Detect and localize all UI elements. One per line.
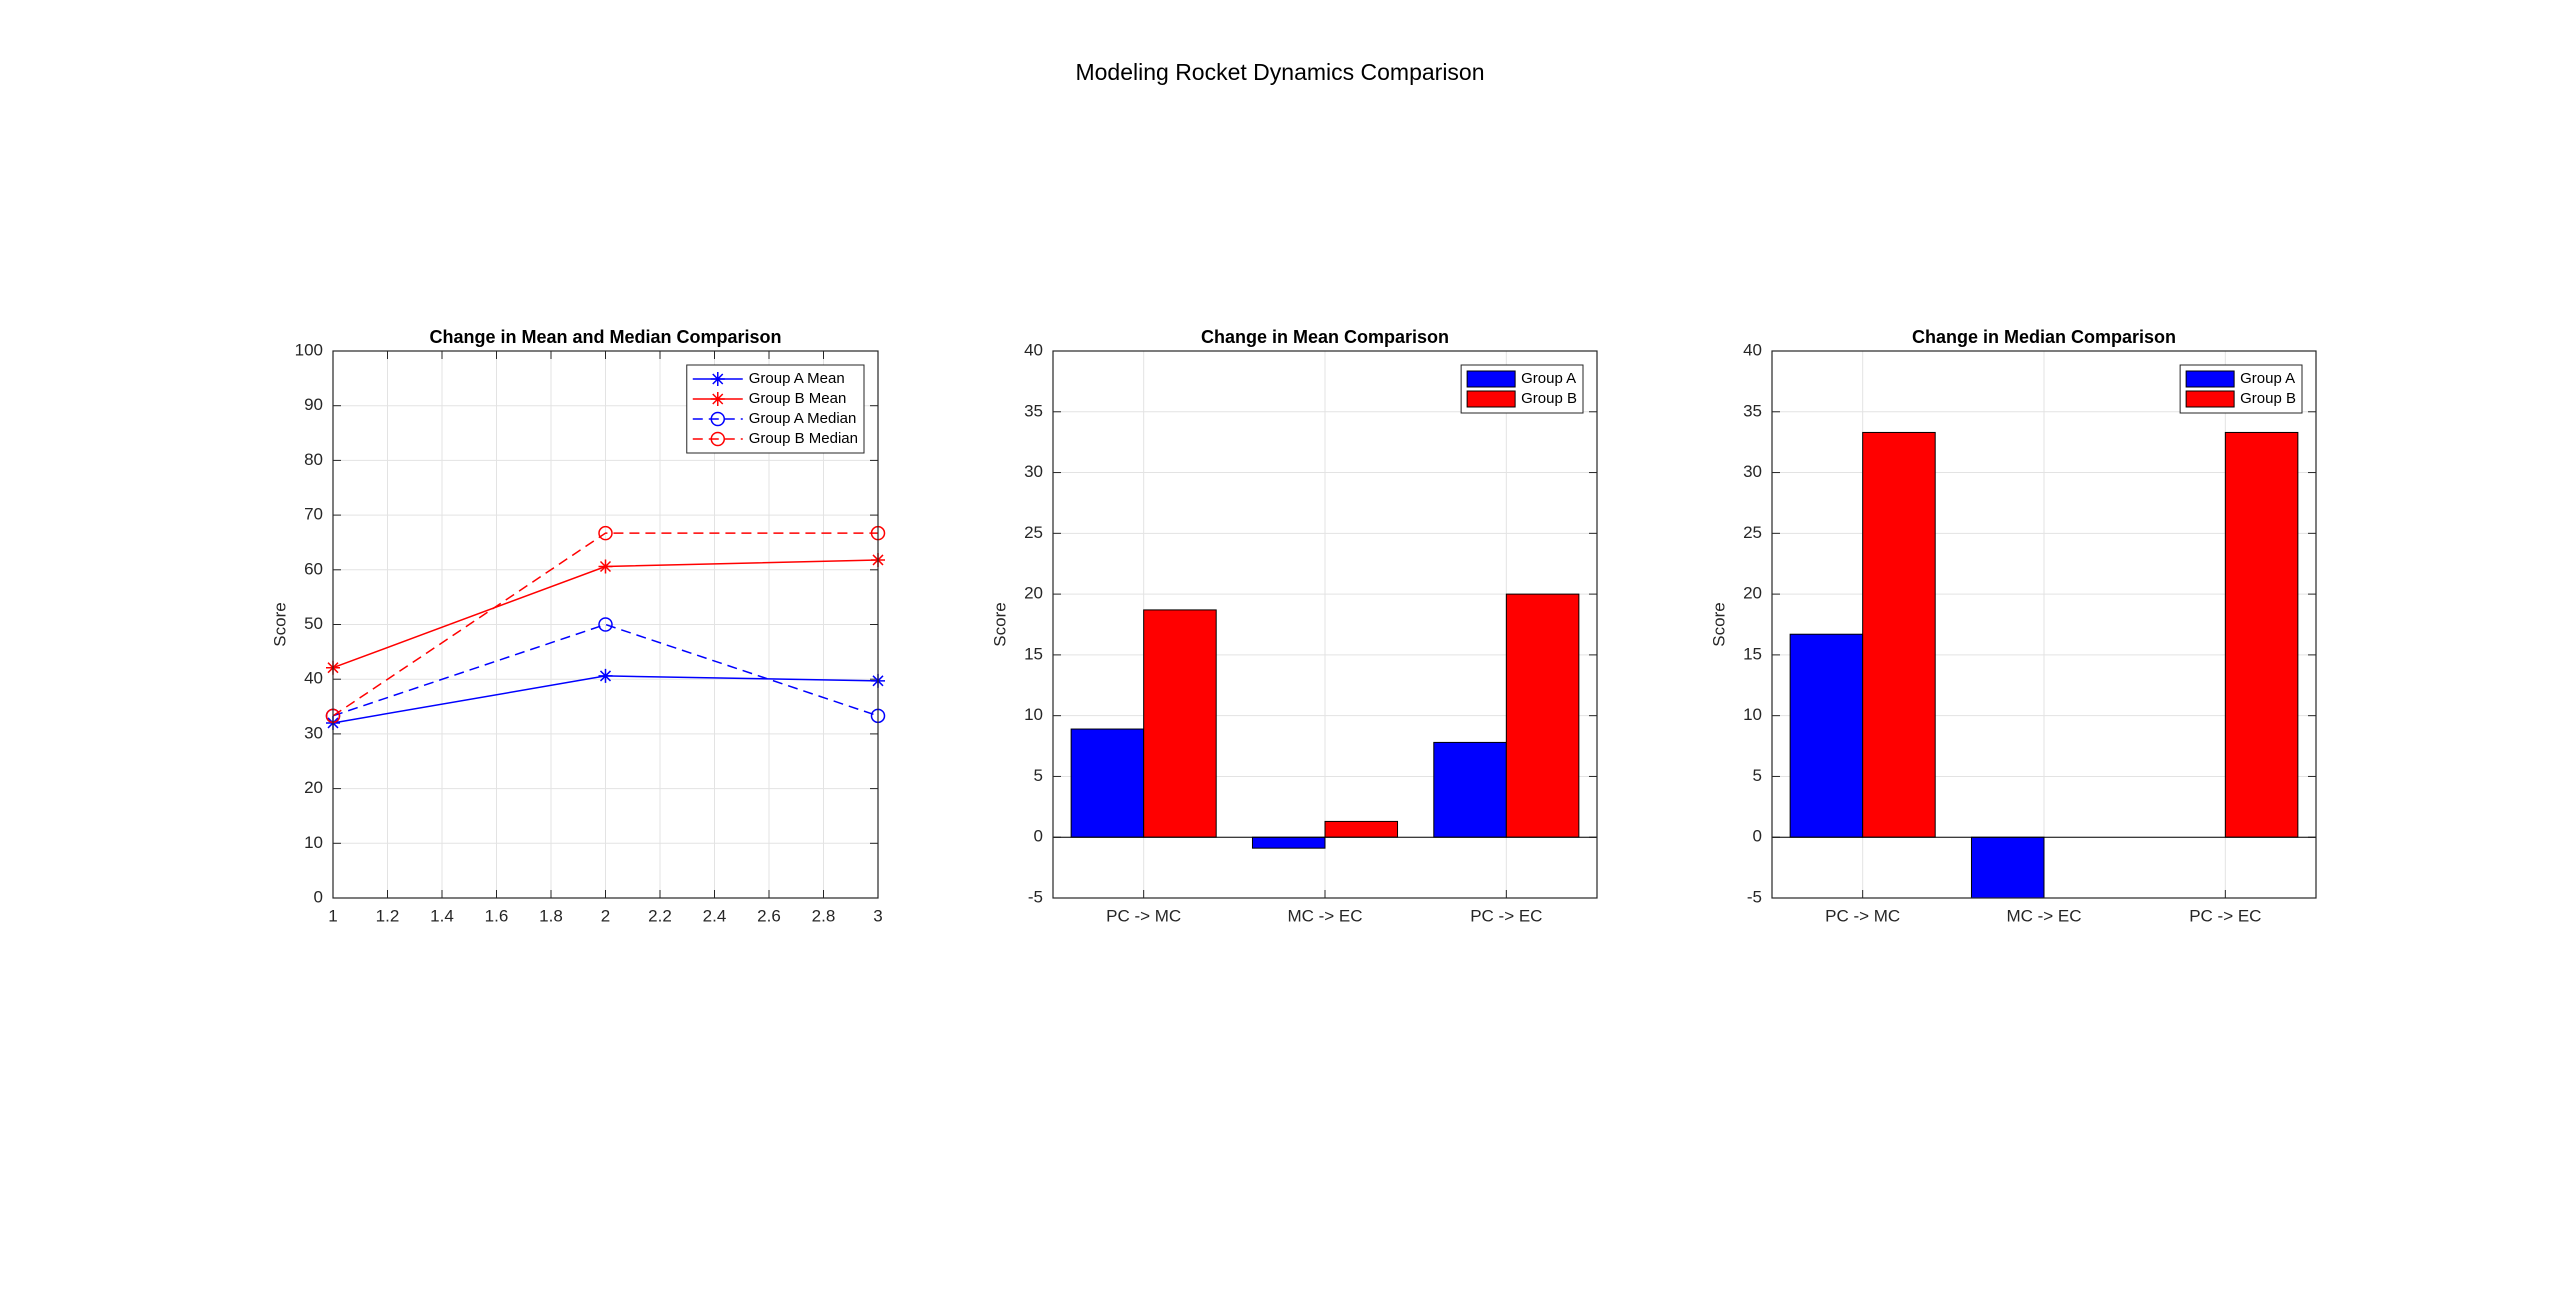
x-tick-label: PC -> EC xyxy=(2189,906,2261,925)
x-tick-label: 1 xyxy=(328,906,337,925)
axes-box xyxy=(332,350,879,899)
x-tick-label: 1.2 xyxy=(376,906,400,925)
legend-label: Group B xyxy=(2240,390,2296,407)
y-tick-label: 20 xyxy=(1743,584,1762,603)
bar xyxy=(1505,593,1580,838)
figure-title: Modeling Rocket Dynamics Comparison xyxy=(1075,59,1484,85)
y-tick-label: 10 xyxy=(1024,705,1043,724)
y-tick-label: 15 xyxy=(1743,644,1762,663)
x-tick-label: MC -> EC xyxy=(2006,906,2081,925)
marker xyxy=(598,668,613,683)
x-tick-label: 2.8 xyxy=(812,906,836,925)
legend-label: Group A Median xyxy=(749,410,857,427)
y-tick-label: 40 xyxy=(304,669,323,688)
bar xyxy=(1862,431,1936,838)
legend-label: Group B Median xyxy=(749,430,858,447)
bar xyxy=(1324,820,1399,838)
legend-swatch xyxy=(710,372,725,386)
y-tick-label: 70 xyxy=(304,505,323,524)
y-tick-label: 0 xyxy=(1034,827,1043,846)
bar xyxy=(1970,836,2045,899)
y-tick-label: 20 xyxy=(1024,584,1043,603)
bar xyxy=(2224,431,2299,838)
marker xyxy=(598,559,613,574)
axes-box xyxy=(1052,350,1598,899)
x-tick-label: 2.4 xyxy=(703,906,727,925)
y-tick-label: 25 xyxy=(1743,523,1762,542)
marker xyxy=(598,525,613,541)
legend-label: Group B xyxy=(1521,390,1577,407)
legend-swatch xyxy=(2185,370,2235,388)
legend: Group A Mean Group B Mean Group A Median Gr… xyxy=(686,364,865,454)
subplot-title: Change in Median Comparison xyxy=(1912,327,2176,347)
x-tick-label: 1.8 xyxy=(539,906,563,925)
y-tick-label: 20 xyxy=(304,778,323,797)
bar xyxy=(1143,609,1217,838)
legend: Group A Group B xyxy=(2179,364,2303,414)
bar xyxy=(1789,633,1864,838)
y-tick-label: 0 xyxy=(1753,827,1762,846)
axes-box xyxy=(1771,350,2317,899)
legend-swatch xyxy=(2185,390,2235,408)
subplot-title: Change in Mean Comparison xyxy=(1201,327,1449,347)
y-tick-label: 40 xyxy=(1743,340,1762,359)
bar xyxy=(1070,728,1145,838)
x-tick-label: PC -> EC xyxy=(1470,906,1542,925)
x-tick-label: 2 xyxy=(601,906,610,925)
legend-label: Group A Mean xyxy=(749,370,845,387)
subplot: Change in Mean Comparison Score -5 0 5 10 15 20… xyxy=(990,327,1598,925)
y-axis-label: Score xyxy=(270,602,289,646)
y-tick-label: 15 xyxy=(1024,644,1043,663)
y-tick-label: 25 xyxy=(1024,523,1043,542)
y-tick-label: 50 xyxy=(304,614,323,633)
subplot-title: Change in Mean and Median Comparison xyxy=(429,327,781,347)
y-tick-label: 30 xyxy=(1024,462,1043,481)
y-tick-label: 35 xyxy=(1743,401,1762,420)
y-tick-label: 90 xyxy=(304,395,323,414)
legend-label: Group A xyxy=(2240,370,2295,387)
y-tick-label: 0 xyxy=(314,887,323,906)
y-tick-label: 35 xyxy=(1024,401,1043,420)
y-axis-label: Score xyxy=(1709,602,1728,646)
y-tick-label: -5 xyxy=(1747,887,1762,906)
x-tick-label: PC -> MC xyxy=(1825,906,1900,925)
x-tick-label: 1.4 xyxy=(430,906,454,925)
legend-swatch xyxy=(710,431,726,447)
x-tick-label: MC -> EC xyxy=(1287,906,1362,925)
y-tick-label: 5 xyxy=(1034,766,1043,785)
y-tick-label: -5 xyxy=(1028,887,1043,906)
legend-swatch xyxy=(1466,370,1516,388)
legend: Group A Group B xyxy=(1460,364,1584,414)
marker xyxy=(598,617,613,632)
x-tick-label: 1.6 xyxy=(485,906,509,925)
legend-swatch xyxy=(710,411,726,427)
y-tick-label: 40 xyxy=(1024,340,1043,359)
bar xyxy=(1251,836,1326,849)
x-tick-label: 2.6 xyxy=(757,906,781,925)
y-axis-label: Score xyxy=(990,602,1009,646)
y-tick-label: 100 xyxy=(295,340,323,359)
series-line xyxy=(332,532,878,717)
legend-swatch xyxy=(710,392,725,406)
x-tick-label: PC -> MC xyxy=(1106,906,1181,925)
x-tick-label: 3 xyxy=(873,906,882,925)
y-tick-label: 10 xyxy=(304,833,323,852)
y-tick-label: 30 xyxy=(1743,462,1762,481)
y-tick-label: 5 xyxy=(1753,766,1762,785)
legend-label: Group B Mean xyxy=(749,390,847,407)
y-tick-label: 80 xyxy=(304,450,323,469)
bar xyxy=(1433,741,1507,838)
y-tick-label: 30 xyxy=(304,723,323,742)
subplot: Change in Median Comparison Score -5 0 5 10 15… xyxy=(1709,327,2317,925)
y-tick-label: 60 xyxy=(304,559,323,578)
legend-label: Group A xyxy=(1521,370,1576,387)
legend-swatch xyxy=(1466,390,1516,408)
subplot: Change in Mean and Median Comparison Scor… xyxy=(270,327,886,925)
x-tick-label: 2.2 xyxy=(648,906,672,925)
y-tick-label: 10 xyxy=(1743,705,1762,724)
